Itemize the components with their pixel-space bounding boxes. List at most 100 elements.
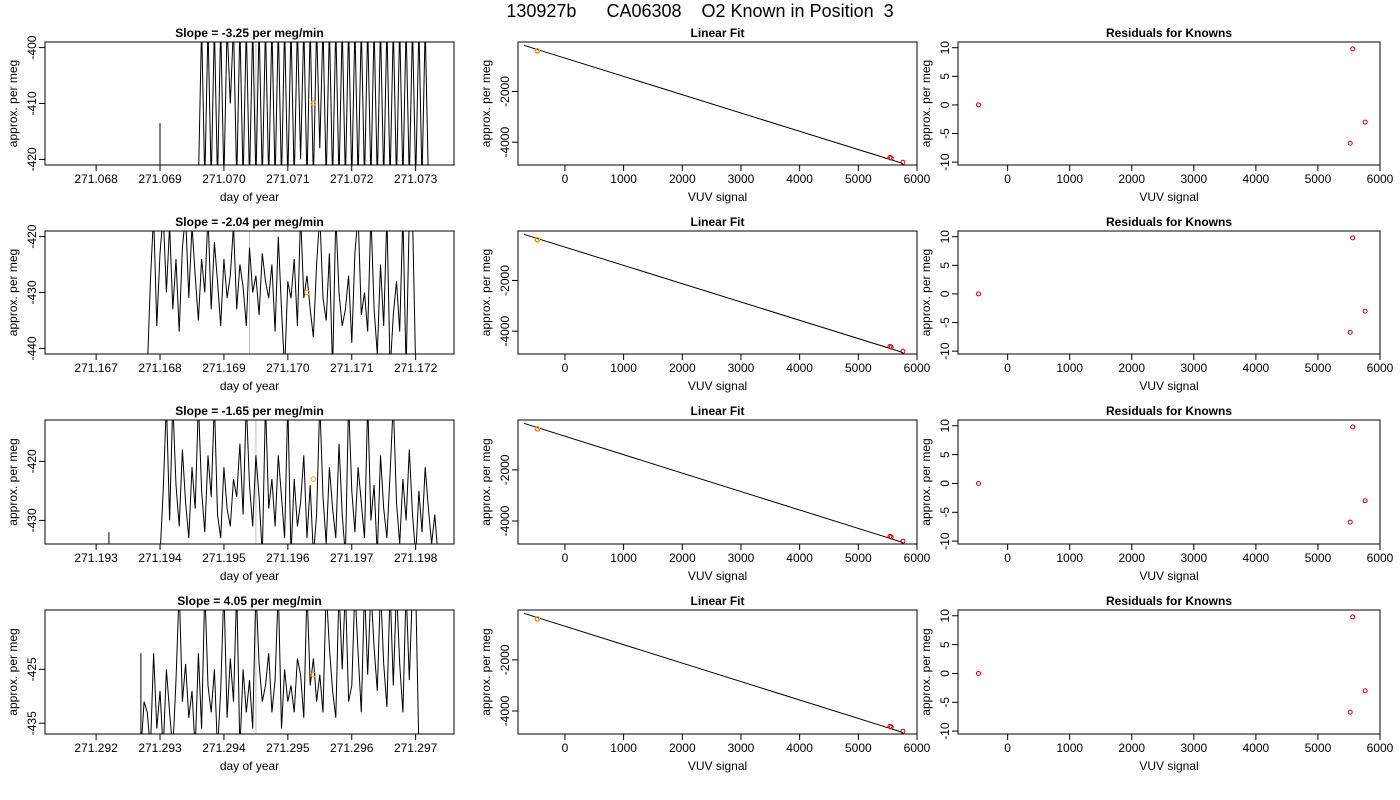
y-tick-label: -440 [25, 336, 39, 360]
panel-title: Linear Fit [690, 215, 744, 229]
data-point-marker [310, 476, 317, 482]
x-tick-label: 271.297 [394, 741, 438, 755]
x-axis-label: day of year [220, 190, 279, 204]
panel-time-series-3: Slope = 4.05 per meg/min 271.292 271.293 27… [6, 594, 455, 773]
y-tick-label: -2000 [498, 644, 512, 675]
x-tick-label: 3000 [1180, 172, 1207, 186]
x-tick-label: 6000 [1367, 172, 1394, 186]
x-tick-label: 271.073 [394, 172, 438, 186]
x-tick-label: 5000 [845, 741, 872, 755]
data-point-marker [310, 100, 317, 107]
residual-point [1350, 235, 1356, 241]
plot-area [108, 420, 438, 544]
x-tick-label: 6000 [904, 172, 931, 186]
y-tick-label: 10 [938, 230, 952, 244]
y-tick-label: -5 [938, 507, 952, 518]
x-tick-label: 3000 [728, 361, 755, 375]
data-point [900, 159, 906, 165]
panel-title: Slope = -1.65 per meg/min [175, 404, 323, 418]
y-axis-label: approx. per meg [479, 628, 493, 715]
x-tick-label: 271.295 [266, 741, 310, 755]
x-tick-label: 4000 [1243, 172, 1270, 186]
x-tick-label: 271.071 [266, 172, 310, 186]
y-axis-label: approx. per meg [919, 628, 933, 715]
x-tick-label: 271.195 [202, 551, 246, 565]
y-tick-label: -420 [25, 449, 39, 473]
data-point [900, 348, 906, 354]
plot-area [975, 614, 1368, 715]
panel-time-series-2: Slope = -1.65 per meg/min 271.193 271.194 2… [6, 404, 455, 583]
panel-residuals-1: Residuals for Knowns 0 1000 2000 3000 4000 500… [919, 215, 1394, 393]
series-line [159, 42, 429, 165]
data-point [900, 728, 906, 734]
panel-title: Residuals for Knowns [1106, 215, 1232, 229]
y-tick-label: -5 [938, 128, 952, 139]
residual-point [1362, 688, 1368, 694]
plot-area [159, 42, 429, 165]
plot-frame [957, 609, 1381, 735]
y-axis-label: approx. per meg [919, 60, 933, 147]
y-tick-label: -2000 [498, 265, 512, 296]
x-tick-label: 5000 [845, 172, 872, 186]
x-tick-label: 271.170 [266, 361, 310, 375]
y-tick-label: 0 [938, 670, 952, 677]
x-tick-label: 271.070 [202, 172, 246, 186]
residual-point [1362, 119, 1368, 125]
plot-frame [957, 419, 1381, 545]
panel-title: Slope = -3.25 per meg/min [175, 26, 323, 40]
data-point [900, 538, 906, 544]
y-tick-label: 10 [938, 609, 952, 623]
x-axis-label: VUV signal [688, 379, 747, 393]
x-tick-label: 0 [1004, 551, 1011, 565]
fit-line [523, 422, 904, 543]
plot-frame [957, 230, 1381, 355]
x-tick-label: 271.198 [394, 551, 438, 565]
plot-frame [957, 41, 1381, 166]
x-tick-label: 4000 [786, 361, 813, 375]
panel-residuals-2: Residuals for Knowns 0 1000 2000 3000 4000 500… [919, 404, 1394, 583]
x-tick-label: 2000 [669, 172, 696, 186]
y-tick-label: -410 [25, 91, 39, 115]
x-tick-label: 3000 [728, 172, 755, 186]
plot-area [523, 612, 906, 734]
x-tick-label: 0 [1004, 172, 1011, 186]
y-tick-label: -4000 [498, 695, 512, 726]
highlight-point [534, 616, 541, 622]
plot-frame [517, 230, 918, 355]
fit-line [523, 44, 904, 164]
x-tick-label: 271.296 [330, 741, 374, 755]
panel-title: Residuals for Knowns [1106, 404, 1232, 418]
x-tick-label: 3000 [1180, 741, 1207, 755]
y-tick-label: -2000 [498, 76, 512, 107]
x-tick-label: 6000 [904, 551, 931, 565]
fit-line [523, 612, 904, 733]
x-tick-label: 271.069 [138, 172, 182, 186]
y-tick-label: -10 [938, 153, 952, 171]
y-tick-label: -5 [938, 317, 952, 328]
plot-area [975, 424, 1368, 525]
panel-title: Slope = -2.04 per meg/min [175, 215, 323, 229]
x-tick-label: 3000 [728, 741, 755, 755]
y-tick-label: 0 [938, 101, 952, 108]
x-tick-label: 5000 [1305, 172, 1332, 186]
x-axis-label: day of year [220, 759, 279, 773]
highlight-point [534, 236, 541, 243]
plot-frame [44, 609, 455, 735]
y-axis-label: approx. per meg [919, 438, 933, 525]
x-axis-label: VUV signal [1139, 569, 1198, 583]
panel-residuals-3: Residuals for Knowns 0 1000 2000 3000 4000 500… [919, 594, 1394, 773]
x-tick-label: 1000 [610, 172, 637, 186]
x-tick-label: 6000 [1367, 551, 1394, 565]
y-axis-label: approx. per meg [479, 438, 493, 525]
panel-time-series-1: Slope = -2.04 per meg/min 271.167 271.168 2… [6, 215, 455, 393]
x-tick-label: 1000 [1056, 741, 1083, 755]
x-tick-label: 5000 [845, 361, 872, 375]
y-axis-label: approx. per meg [6, 628, 20, 715]
residual-point [1347, 329, 1353, 335]
x-tick-label: 5000 [1305, 361, 1332, 375]
x-tick-label: 3000 [1180, 361, 1207, 375]
x-tick-label: 1000 [1056, 361, 1083, 375]
panel-linear-fit-2: Linear Fit 0 1000 2000 3000 4000 5000 6000 -4000… [479, 404, 931, 583]
x-tick-label: 5000 [845, 551, 872, 565]
y-axis-label: approx. per meg [919, 249, 933, 336]
